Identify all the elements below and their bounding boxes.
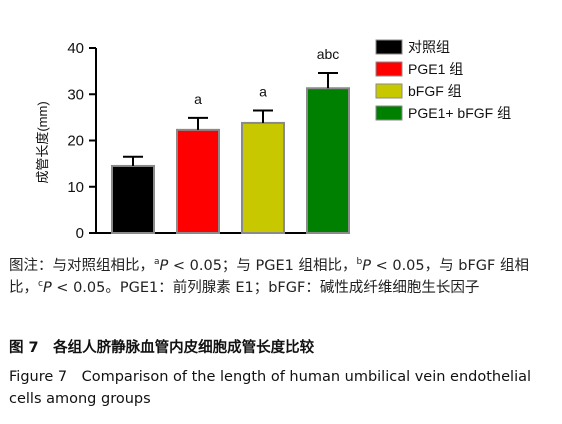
legend-swatch: [375, 61, 403, 77]
note-p-1: P: [159, 258, 169, 274]
note-text-3: < 0.05。PGE1：前列腺素 E1；bFGF：碱性成纤维细胞生长因子: [51, 280, 480, 296]
legend-swatch: [375, 105, 403, 121]
legend-label: PGE1+ bFGF 组: [408, 105, 511, 121]
y-tick-label: 0: [76, 225, 84, 242]
significance-label: a: [259, 83, 267, 99]
figure-title-cn: 图 7 各组人脐静脉血管内皮细胞成管长度比较: [9, 340, 315, 356]
chart-bars: a a abc: [111, 46, 350, 234]
legend-swatch: [375, 39, 403, 55]
y-tick-label: 30: [67, 86, 84, 103]
bar: [306, 87, 350, 234]
bar-chart: 0 10 20 30 40 成管长度(mm) a a abc 对照组 PGE1 组 bFGF 组 P…: [35, 39, 511, 242]
legend-swatch: [375, 83, 403, 99]
y-axis-label: 成管长度(mm): [35, 101, 50, 183]
chart-legend: 对照组 PGE1 组 bFGF 组 PGE1+ bFGF 组: [375, 39, 511, 121]
significance-label: abc: [317, 46, 340, 62]
figure-title-en: Figure 7 Comparison of the length of hum…: [9, 369, 532, 407]
note-text-2: < 0.05，与 bFGF 组相比，: [9, 258, 529, 296]
note-text-1: < 0.05；与 PGE1 组相比，: [168, 258, 357, 274]
note-prefix: 图注：与对照组相比，: [9, 258, 154, 274]
bar: [241, 121, 285, 234]
y-tick-label: 40: [67, 40, 84, 57]
legend-label: 对照组: [408, 39, 450, 55]
note-sup-b: b: [356, 257, 363, 268]
note-sup-c: c: [38, 279, 43, 290]
note-p-3: P: [42, 280, 52, 296]
significance-label: a: [194, 91, 202, 107]
bar: [176, 128, 220, 234]
figure-note: 图注：与对照组相比，aP < 0.05；与 PGE1 组相比，bP < 0.05…: [9, 255, 557, 299]
legend-label: PGE1 组: [408, 61, 463, 77]
y-tick-label: 10: [67, 179, 84, 196]
bar: [111, 164, 155, 234]
note-p-2: P: [362, 258, 371, 274]
note-sup-a: a: [154, 257, 160, 268]
legend-label: bFGF 组: [408, 83, 462, 99]
y-tick-label: 20: [67, 133, 84, 150]
